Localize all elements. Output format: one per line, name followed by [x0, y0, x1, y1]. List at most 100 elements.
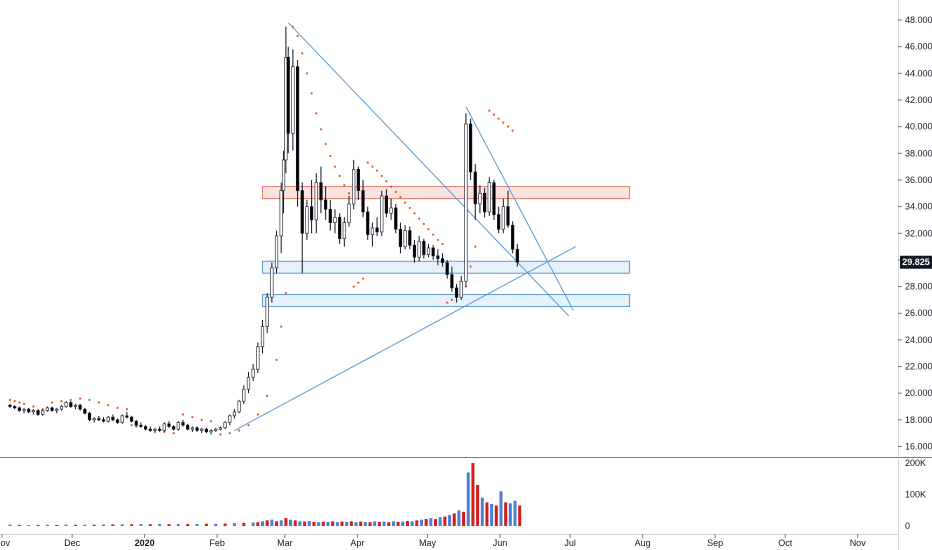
candle[interactable] [22, 407, 26, 414]
candle[interactable] [158, 426, 162, 432]
candle[interactable] [380, 190, 384, 236]
candle[interactable] [417, 235, 421, 262]
volume-bar[interactable] [111, 524, 115, 526]
candle[interactable] [186, 423, 190, 431]
volume-bar[interactable] [8, 524, 12, 526]
volume-bar[interactable] [326, 521, 330, 526]
volume-bar[interactable] [242, 522, 246, 526]
candle[interactable] [125, 411, 129, 419]
candle[interactable] [50, 406, 54, 412]
candle[interactable] [92, 417, 96, 423]
candle[interactable] [139, 422, 143, 428]
candle[interactable] [223, 421, 227, 430]
candle[interactable] [106, 415, 110, 423]
price-axis[interactable]: 16.000 18.000 20.000 22.000 24.000 26.000 28.0… [898, 15, 932, 452]
volume-bar[interactable] [167, 524, 171, 526]
volume-bar[interactable] [518, 505, 522, 526]
volume-bar[interactable] [289, 519, 293, 526]
candle[interactable] [148, 426, 152, 432]
volume-bar[interactable] [36, 524, 40, 526]
volume-bar[interactable] [317, 522, 321, 526]
volume-bar[interactable] [396, 521, 400, 526]
volume-bar[interactable] [214, 523, 218, 526]
volume-bar[interactable] [494, 505, 498, 526]
rising-support-trendline[interactable] [234, 246, 577, 431]
candle[interactable] [172, 425, 176, 431]
candle[interactable] [300, 182, 304, 274]
volume-bar[interactable] [391, 521, 395, 526]
volume-bar[interactable] [382, 521, 386, 526]
candle[interactable] [384, 189, 389, 218]
candle[interactable] [464, 113, 468, 287]
volume-bar[interactable] [363, 521, 367, 526]
candle[interactable] [459, 275, 463, 300]
candle[interactable] [237, 399, 241, 414]
volume-bar[interactable] [354, 522, 358, 526]
volume-bar[interactable] [158, 524, 162, 526]
volume-bar[interactable] [499, 491, 503, 526]
candle[interactable] [17, 406, 21, 412]
candle[interactable] [440, 253, 445, 267]
candle[interactable] [347, 195, 351, 227]
volume-bar[interactable] [434, 519, 438, 526]
candle[interactable] [492, 179, 496, 220]
candle[interactable] [55, 407, 59, 414]
volume-bar[interactable] [186, 523, 190, 526]
candle[interactable] [319, 166, 323, 214]
candle[interactable] [389, 198, 393, 220]
support-zone-lower[interactable] [262, 294, 631, 308]
volume-bar[interactable] [377, 521, 381, 526]
candle[interactable] [408, 226, 412, 250]
volume-bar[interactable] [429, 518, 433, 526]
time-axis[interactable]: Nov Dec 2020 Feb Mar Apr May Jun Jul Aug Sep Oct Nov [0, 534, 866, 548]
candle[interactable] [361, 179, 365, 218]
candle[interactable] [265, 293, 269, 334]
volume-bar[interactable] [438, 517, 442, 526]
candle[interactable] [251, 363, 255, 382]
volume-bar[interactable] [457, 510, 461, 526]
candle[interactable] [45, 406, 50, 412]
candle[interactable] [483, 187, 487, 218]
volume-bar[interactable] [368, 522, 372, 526]
candle[interactable] [281, 150, 286, 214]
volume-bar[interactable] [265, 520, 269, 526]
candle[interactable] [181, 419, 185, 427]
volume-bar[interactable] [27, 525, 31, 526]
candle[interactable] [36, 409, 40, 416]
candle[interactable] [209, 429, 213, 435]
volume-bar[interactable] [504, 502, 508, 526]
candle[interactable] [190, 426, 194, 432]
volume-bar[interactable] [462, 511, 466, 526]
candle[interactable] [69, 401, 73, 408]
volume-bar[interactable] [204, 523, 208, 526]
candle[interactable] [78, 403, 82, 411]
candle[interactable] [27, 407, 31, 414]
volume-bar[interactable] [261, 521, 265, 526]
candle[interactable] [87, 411, 92, 422]
candle[interactable] [73, 403, 78, 410]
candle[interactable] [134, 419, 138, 427]
volume-bar[interactable] [176, 523, 180, 526]
candle[interactable] [274, 230, 279, 274]
candle[interactable] [310, 179, 314, 234]
volume-bar[interactable] [279, 520, 283, 526]
candle[interactable] [195, 426, 199, 432]
volume-axis[interactable]: 0 100K 200K [905, 458, 926, 531]
volume-bar[interactable] [443, 516, 447, 526]
volume-bar[interactable] [251, 522, 255, 526]
volume-bar[interactable] [349, 521, 353, 526]
candle[interactable] [242, 385, 246, 404]
candle[interactable] [115, 418, 120, 424]
volume-bar[interactable] [232, 523, 236, 526]
candle[interactable] [286, 46, 290, 154]
volume-bar[interactable] [452, 513, 456, 526]
volume-bar[interactable] [45, 524, 49, 526]
volume-bar[interactable] [303, 521, 307, 526]
candle[interactable] [412, 239, 417, 263]
candle[interactable] [167, 421, 171, 428]
volume-bar[interactable] [312, 521, 316, 526]
upper-descending-trendline[interactable] [287, 22, 570, 317]
volume-bar[interactable] [448, 514, 452, 526]
candle[interactable] [111, 414, 115, 422]
volume-bar[interactable] [424, 519, 428, 526]
